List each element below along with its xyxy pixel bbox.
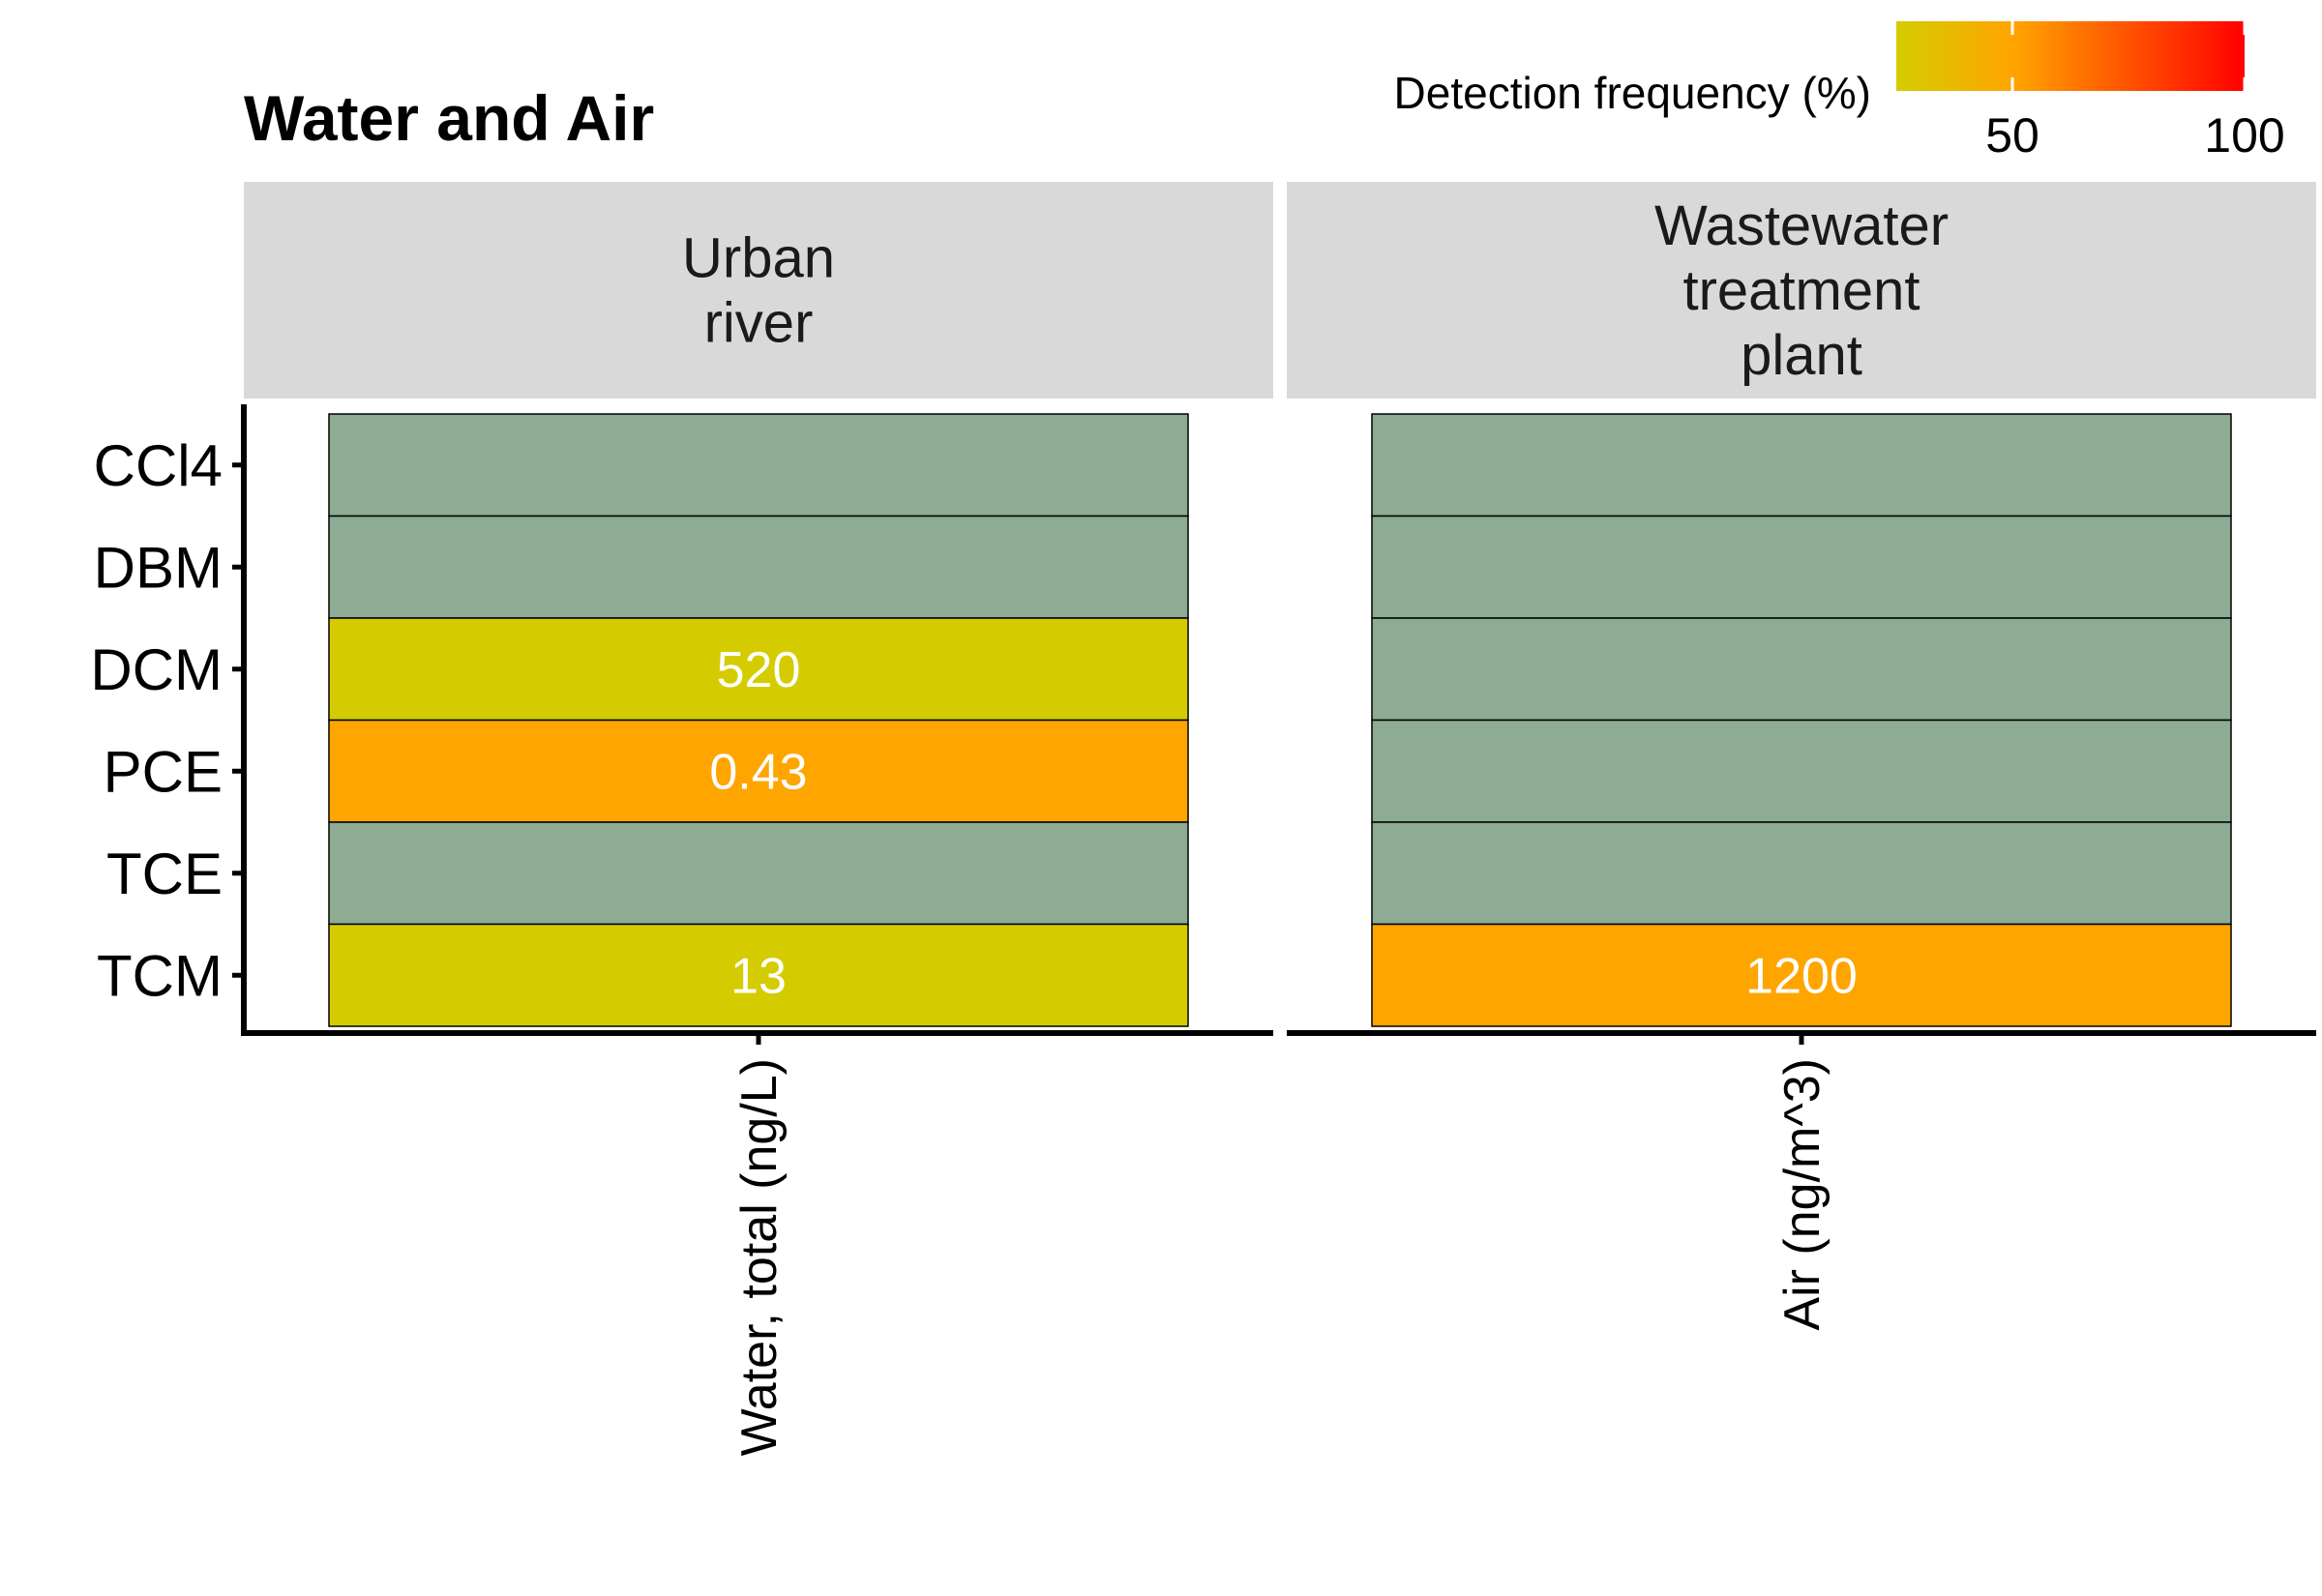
y-tick-label: TCE bbox=[106, 842, 223, 906]
heatmap-cell bbox=[1371, 923, 2232, 1027]
heatmap-cell bbox=[1371, 821, 2232, 926]
facet-strip-label: Urban bbox=[682, 227, 835, 290]
heatmap-cell bbox=[1371, 617, 2232, 722]
cell-value-label: 520 bbox=[717, 642, 801, 698]
y-tick-label: PCE bbox=[104, 739, 223, 804]
y-tick-label: CCl4 bbox=[94, 433, 223, 498]
y-tick-label: DBM bbox=[94, 535, 223, 600]
y-tick-label: TCM bbox=[97, 943, 223, 1008]
heatmap-cell bbox=[328, 413, 1189, 517]
facet-strip-label: Wastewater bbox=[1654, 194, 1949, 257]
facet-strip-label: river bbox=[704, 292, 814, 355]
chart-title: Water and Air bbox=[244, 82, 654, 154]
heatmap-cell bbox=[328, 617, 1189, 722]
heatmap-cell bbox=[1371, 413, 2232, 517]
cell-value-label: 0.43 bbox=[709, 744, 807, 800]
x-tick-label: Water, total (ng/L) bbox=[731, 1058, 788, 1456]
legend: Detection frequency (%) 50 100 bbox=[1394, 21, 2285, 163]
facet-strip bbox=[1287, 182, 2316, 399]
cell-value-label: 1200 bbox=[1745, 948, 1858, 1004]
facet-strip-label: treatment bbox=[1683, 259, 1920, 322]
heatmap-cell bbox=[328, 515, 1189, 619]
cell-value-label: 13 bbox=[730, 948, 787, 1004]
heatmap-cell bbox=[328, 821, 1189, 926]
legend-title: Detection frequency (%) bbox=[1394, 68, 1871, 118]
heatmap-cell bbox=[1371, 515, 2232, 619]
y-axis: CCl4 DBM DCM PCE TCE TCM bbox=[90, 404, 247, 1036]
facet-strip-label: plant bbox=[1741, 324, 1862, 387]
x-tick-label: Air (ng/m^3) bbox=[1774, 1058, 1831, 1331]
heatmap-cell bbox=[1371, 719, 2232, 823]
y-tick-label: DCM bbox=[90, 637, 223, 702]
facet-strip bbox=[244, 182, 1273, 399]
legend-tick-label: 100 bbox=[2204, 108, 2284, 163]
legend-colorbar bbox=[1896, 21, 2245, 91]
heatmap-cell bbox=[328, 923, 1189, 1027]
legend-tick-label: 50 bbox=[1985, 108, 2039, 163]
